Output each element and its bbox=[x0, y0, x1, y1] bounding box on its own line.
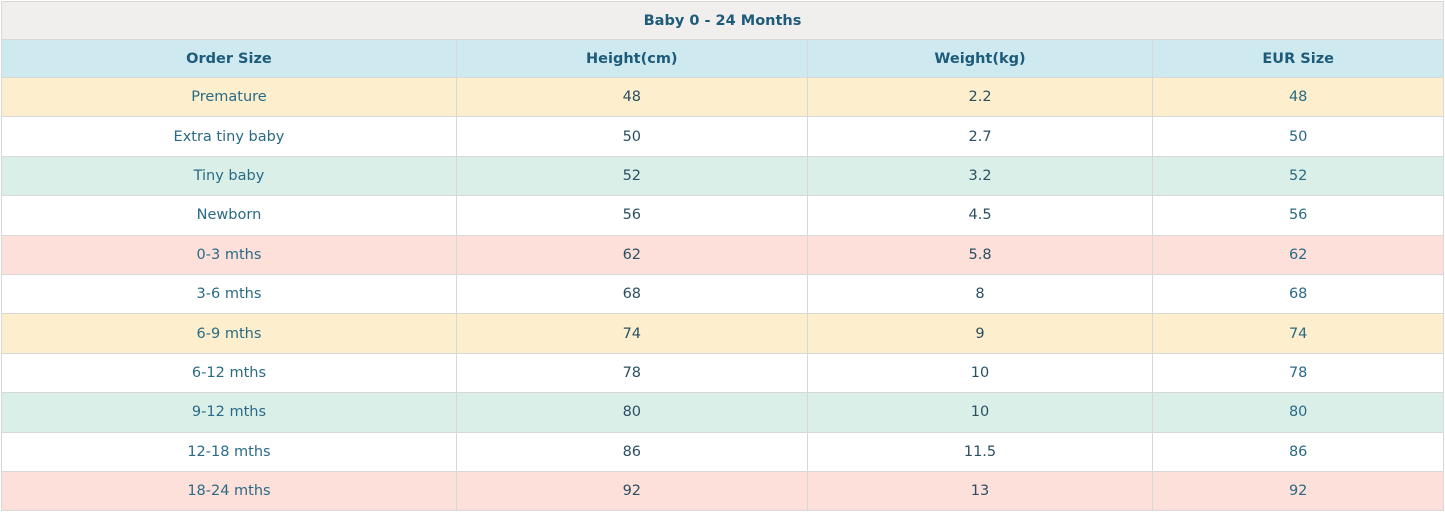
cell-eur-size: 56 bbox=[1152, 195, 1444, 236]
cell-eur-size: 50 bbox=[1152, 116, 1444, 157]
cell-order-size: 18-24 mths bbox=[1, 470, 457, 512]
cell-weight: 5.8 bbox=[806, 234, 1154, 275]
cell-order-size: 0-3 mths bbox=[1, 234, 457, 275]
cell-order-size: Tiny baby bbox=[1, 155, 457, 197]
cell-weight: 2.7 bbox=[806, 116, 1154, 157]
cell-height: 74 bbox=[455, 313, 808, 354]
cell-order-size: 6-12 mths bbox=[1, 352, 457, 394]
cell-order-size: 9-12 mths bbox=[1, 392, 457, 433]
cell-weight: 10 bbox=[806, 352, 1154, 394]
cell-eur-size: 48 bbox=[1152, 76, 1444, 118]
cell-order-size: 6-9 mths bbox=[1, 313, 457, 354]
table-row: Extra tiny baby 50 2.7 50 bbox=[1, 116, 1444, 157]
cell-height: 62 bbox=[455, 234, 808, 275]
cell-height: 78 bbox=[455, 352, 808, 394]
column-header-height: Height(cm) bbox=[455, 39, 808, 78]
table-title-row: Baby 0 - 24 Months bbox=[1, 1, 1444, 40]
table-row: 3-6 mths 68 8 68 bbox=[1, 273, 1444, 315]
cell-order-size: Extra tiny baby bbox=[1, 116, 457, 157]
table-row: 9-12 mths 80 10 80 bbox=[1, 392, 1444, 433]
cell-order-size: 12-18 mths bbox=[1, 431, 457, 472]
table-row: 6-12 mths 78 10 78 bbox=[1, 352, 1444, 394]
column-header-row: Order Size Height(cm) Weight(kg) EUR Siz… bbox=[1, 39, 1444, 78]
cell-eur-size: 92 bbox=[1152, 470, 1444, 512]
column-header-order-size: Order Size bbox=[1, 39, 457, 78]
cell-weight: 13 bbox=[806, 470, 1154, 512]
cell-weight: 8 bbox=[806, 273, 1154, 315]
table-row: 0-3 mths 62 5.8 62 bbox=[1, 234, 1444, 275]
cell-eur-size: 62 bbox=[1152, 234, 1444, 275]
cell-height: 92 bbox=[455, 470, 808, 512]
cell-eur-size: 68 bbox=[1152, 273, 1444, 315]
cell-order-size: 3-6 mths bbox=[1, 273, 457, 315]
cell-order-size: Newborn bbox=[1, 195, 457, 236]
table-row: 18-24 mths 92 13 92 bbox=[1, 470, 1444, 512]
cell-weight: 11.5 bbox=[806, 431, 1154, 472]
table-row: Newborn 56 4.5 56 bbox=[1, 195, 1444, 236]
cell-eur-size: 86 bbox=[1152, 431, 1444, 472]
cell-height: 86 bbox=[455, 431, 808, 472]
cell-height: 80 bbox=[455, 392, 808, 433]
cell-weight: 10 bbox=[806, 392, 1154, 433]
cell-height: 50 bbox=[455, 116, 808, 157]
cell-eur-size: 80 bbox=[1152, 392, 1444, 433]
cell-height: 56 bbox=[455, 195, 808, 236]
cell-weight: 4.5 bbox=[806, 195, 1154, 236]
cell-weight: 9 bbox=[806, 313, 1154, 354]
table-row: Tiny baby 52 3.2 52 bbox=[1, 155, 1444, 197]
cell-eur-size: 74 bbox=[1152, 313, 1444, 354]
column-header-weight: Weight(kg) bbox=[806, 39, 1154, 78]
cell-height: 68 bbox=[455, 273, 808, 315]
cell-height: 48 bbox=[455, 76, 808, 118]
cell-eur-size: 78 bbox=[1152, 352, 1444, 394]
cell-eur-size: 52 bbox=[1152, 155, 1444, 197]
table-row: 12-18 mths 86 11.5 86 bbox=[1, 431, 1444, 472]
cell-weight: 3.2 bbox=[806, 155, 1154, 197]
table-row: Premature 48 2.2 48 bbox=[1, 76, 1444, 118]
table-body: Premature 48 2.2 48 Extra tiny baby 50 2.7 50 Ti… bbox=[1, 76, 1444, 512]
cell-weight: 2.2 bbox=[806, 76, 1154, 118]
cell-order-size: Premature bbox=[1, 76, 457, 118]
cell-height: 52 bbox=[455, 155, 808, 197]
column-header-eur-size: EUR Size bbox=[1152, 39, 1444, 78]
table-title: Baby 0 - 24 Months bbox=[1, 1, 1444, 40]
table-row: 6-9 mths 74 9 74 bbox=[1, 313, 1444, 354]
